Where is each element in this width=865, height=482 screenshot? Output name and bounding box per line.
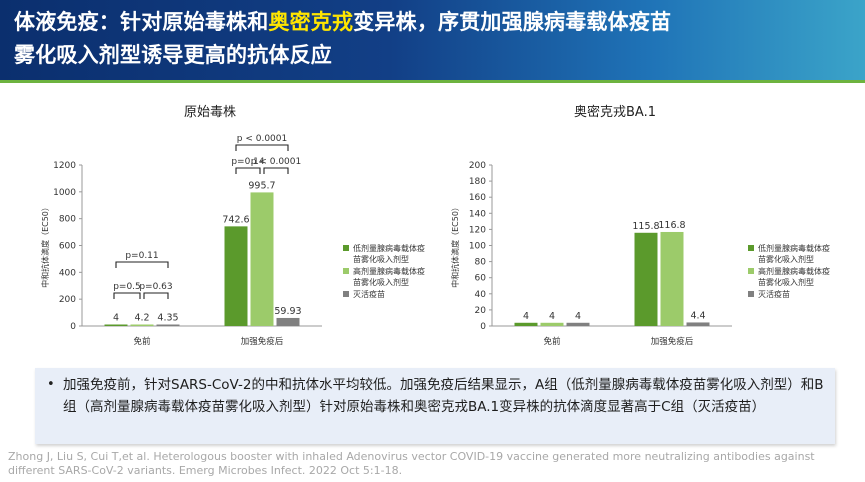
significance-bracket	[263, 167, 289, 174]
bar	[540, 322, 564, 326]
bar	[224, 226, 248, 326]
p-value-label: p < 0.0001	[237, 134, 287, 144]
p-value-label: p=0.5	[113, 282, 141, 292]
legend-swatch	[343, 291, 349, 297]
bar	[250, 192, 274, 326]
legend-swatch	[748, 268, 754, 274]
legend-swatch	[748, 291, 754, 297]
x-category-label: 免前	[543, 336, 561, 347]
title-banner: 体液免疫：针对原始毒株和奥密克戎变异株，序贯加强腺病毒载体疫苗 雾化吸入剂型诱导…	[0, 0, 865, 80]
bar-data-label: 4	[549, 311, 555, 322]
y-tick-label: 100	[469, 242, 486, 252]
y-tick-label: 180	[469, 177, 486, 187]
y-tick-label: 600	[59, 242, 76, 252]
y-axis-label: 中和抗体滴度（EC50）	[40, 203, 50, 288]
legend-swatch	[343, 245, 349, 251]
title-highlight: 奥密克戎	[268, 10, 354, 34]
title-line2: 雾化吸入剂型诱导更高的抗体反应	[14, 43, 332, 67]
legend-label-cont: 苗雾化吸入剂型	[758, 254, 814, 264]
chart-title-original: 原始毒株	[183, 105, 236, 120]
bar-data-label: 116.8	[658, 220, 685, 231]
y-tick-label: 120	[469, 225, 486, 235]
p-value-label: p < 0.0001	[251, 157, 301, 167]
x-category-label: 加强免疫后	[651, 336, 694, 347]
y-tick-label: 0	[70, 322, 76, 332]
summary-text: 加强免疫前，针对SARS-CoV-2的中和抗体水平均较低。加强免疫后结果显示，A…	[63, 377, 824, 415]
y-tick-label: 140	[469, 209, 486, 219]
y-tick-label: 800	[59, 215, 76, 225]
legend-label-cont: 苗雾化吸入剂型	[353, 277, 409, 287]
bar	[514, 322, 538, 326]
title-underline	[0, 80, 865, 83]
x-category-label: 加强免疫后	[241, 336, 284, 347]
y-tick-label: 1200	[53, 161, 76, 171]
bar-data-label: 995.7	[248, 180, 275, 191]
p-value-label: p=0.14	[231, 157, 265, 167]
legend-label: 灭活疫苗	[353, 289, 385, 299]
bar-data-label: 4.4	[690, 310, 705, 321]
y-axis-label: 中和抗体滴度（EC50）	[450, 203, 460, 288]
bar	[156, 324, 180, 326]
legend-label-cont: 苗雾化吸入剂型	[758, 277, 814, 287]
legend-label: 低剂量腺病毒载体疫	[758, 243, 830, 253]
chart-omicron-ba1: 0 20 40 60 80 100 120 140 160 180 200 中和抗体滴度（EC50） 4…	[450, 161, 830, 347]
title-part2: 变异株，序贯加强腺病毒载体疫苗	[353, 10, 672, 34]
significance-bracket	[235, 144, 289, 151]
bar-data-label: 59.93	[274, 306, 301, 317]
summary-box: • 加强免疫前，针对SARS-CoV-2的中和抗体水平均较低。加强免疫后结果显示…	[35, 368, 835, 444]
reference-citation: Zhong J, Liu S, Cui T,et al. Heterologou…	[8, 450, 815, 477]
bar-data-label: 4.2	[134, 313, 149, 324]
p-value-label: p=0.63	[139, 282, 172, 292]
significance-bracket	[235, 167, 261, 174]
y-tick-label: 80	[475, 258, 487, 268]
significance-bracket	[115, 261, 169, 268]
bar	[276, 317, 300, 326]
y-tick-label: 200	[469, 161, 486, 171]
y-tick-label: 200	[59, 295, 76, 305]
significance-bracket	[143, 292, 169, 299]
legend-swatch	[343, 268, 349, 274]
bar	[566, 322, 590, 326]
legend-swatch	[748, 245, 754, 251]
bar	[634, 232, 658, 326]
bar	[130, 324, 154, 326]
title-part1: 体液免疫：针对原始毒株和	[14, 10, 269, 34]
bar-data-label: 4	[523, 311, 529, 322]
chart-title-ba1: 奥密克戎BA.1	[574, 105, 656, 120]
significance-bracket	[113, 292, 141, 299]
slide-title: 体液免疫：针对原始毒株和奥密克戎变异株，序贯加强腺病毒载体疫苗 雾化吸入剂型诱导…	[14, 6, 859, 72]
y-tick-label: 1000	[53, 188, 76, 198]
y-tick-label: 40	[475, 290, 487, 300]
bar-data-label: 4.35	[157, 313, 178, 324]
bar-data-label: 4	[113, 313, 119, 324]
bar	[660, 231, 684, 326]
bar-data-label: 115.8	[632, 221, 659, 232]
bar-data-label: 742.6	[222, 214, 249, 225]
bullet-icon: •	[47, 377, 55, 392]
y-tick-label: 60	[475, 274, 487, 284]
y-tick-label: 20	[475, 306, 487, 316]
chart-original-strain: 0 200 400 600 800 1000 1200 中和抗体滴度（EC50） 4 4.2 4.3…	[40, 134, 425, 347]
bar	[104, 324, 128, 326]
p-value-label: p=0.11	[125, 251, 158, 261]
legend-label: 低剂量腺病毒载体疫	[353, 243, 425, 253]
y-tick-label: 160	[469, 193, 486, 203]
legend-label: 高剂量腺病毒载体疫	[758, 266, 830, 276]
legend-label: 高剂量腺病毒载体疫	[353, 266, 425, 276]
bar-data-label: 4	[575, 311, 581, 322]
y-tick-label: 400	[59, 268, 76, 278]
legend-label-cont: 苗雾化吸入剂型	[353, 254, 409, 264]
legend-label: 灭活疫苗	[758, 289, 790, 299]
y-tick-label: 0	[480, 322, 486, 332]
x-category-label: 免前	[133, 336, 151, 347]
bar	[686, 322, 710, 326]
